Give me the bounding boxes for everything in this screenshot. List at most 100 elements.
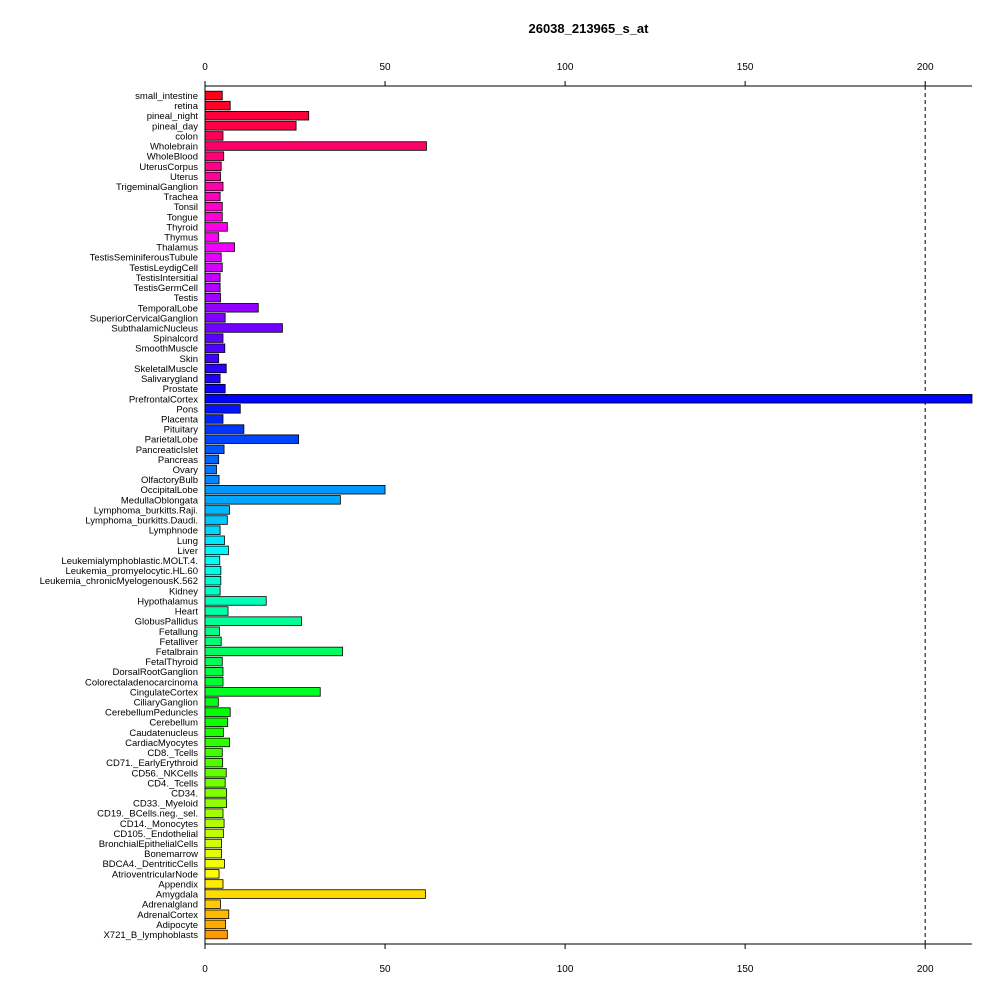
category-label: TemporalLobe bbox=[138, 303, 198, 314]
category-label: OlfactoryBulb bbox=[141, 475, 198, 486]
category-label: Colorectaladenocarcinoma bbox=[85, 677, 199, 688]
bottom-tick-label: 200 bbox=[917, 964, 934, 975]
category-label: Leukemia_promyelocytic.HL.60 bbox=[65, 566, 198, 577]
category-label: Testis bbox=[174, 293, 199, 304]
category-label: Tonsil bbox=[174, 202, 198, 213]
category-label: Leukemialymphoblastic.MOLT.4. bbox=[61, 556, 198, 567]
bar bbox=[204, 899, 221, 909]
bar bbox=[204, 596, 267, 606]
bar bbox=[204, 798, 228, 808]
bar bbox=[204, 434, 300, 444]
category-label: Caudatenucleus bbox=[129, 728, 198, 739]
bar bbox=[204, 838, 222, 849]
bar bbox=[204, 697, 219, 707]
category-label: GlobusPallidus bbox=[135, 617, 199, 628]
category-label: Heart bbox=[175, 607, 199, 618]
category-label: Pancreas bbox=[158, 455, 198, 466]
category-label: Appendix bbox=[158, 879, 198, 890]
bar bbox=[204, 474, 220, 485]
category-label: retina bbox=[174, 101, 198, 112]
category-label: Kidney bbox=[169, 586, 198, 597]
category-label: Pons bbox=[176, 404, 198, 415]
bar bbox=[204, 111, 310, 121]
category-label: CardiacMyocytes bbox=[125, 738, 198, 749]
category-label: Lung bbox=[177, 536, 198, 547]
category-label: Liver bbox=[177, 546, 198, 557]
bar bbox=[204, 363, 227, 374]
bar bbox=[204, 131, 224, 141]
bar bbox=[204, 879, 224, 889]
category-label: Wholebrain bbox=[150, 142, 198, 153]
bar bbox=[204, 383, 226, 394]
category-label: Thalamus bbox=[156, 243, 198, 254]
bar bbox=[204, 616, 302, 626]
category-label: CD8._Tcells bbox=[147, 748, 198, 759]
bar bbox=[204, 687, 321, 697]
category-label: Bonemarrow bbox=[144, 849, 198, 860]
category-label: AtrioventricularNode bbox=[112, 869, 198, 880]
bar bbox=[204, 252, 222, 262]
category-label: Ovary bbox=[173, 465, 199, 476]
category-label: Skin bbox=[180, 354, 198, 365]
category-label: WholeBlood bbox=[147, 152, 198, 163]
bar bbox=[204, 606, 229, 616]
category-label: CD33._Myeloid bbox=[133, 799, 198, 810]
category-label: PrefrontalCortex bbox=[129, 394, 198, 405]
category-label: TestisLeydigCell bbox=[129, 263, 198, 274]
bar bbox=[204, 576, 222, 586]
bar bbox=[204, 626, 220, 636]
bar bbox=[204, 343, 226, 353]
category-label: pineal_night bbox=[147, 111, 199, 122]
category-label: ParietalLobe bbox=[145, 435, 198, 446]
category-label: Pituitary bbox=[164, 425, 199, 436]
bar bbox=[204, 141, 427, 151]
category-label: Tongue bbox=[167, 212, 198, 223]
category-label: FetalThyroid bbox=[145, 657, 198, 668]
bar bbox=[204, 242, 235, 252]
category-label: Trachea bbox=[164, 192, 199, 203]
category-label: Amygdala bbox=[156, 890, 199, 901]
bar bbox=[204, 353, 220, 364]
bar bbox=[204, 282, 221, 293]
bar bbox=[204, 788, 228, 798]
bar bbox=[204, 303, 259, 313]
category-label: SmoothMuscle bbox=[135, 344, 198, 355]
bar bbox=[204, 555, 221, 566]
bottom-tick-label: 100 bbox=[557, 964, 574, 975]
bar bbox=[204, 313, 226, 323]
bar bbox=[204, 869, 220, 879]
category-label: Thyroid bbox=[166, 222, 198, 233]
bar bbox=[204, 272, 221, 283]
bar bbox=[204, 757, 224, 768]
category-label: TestisIntersitial bbox=[136, 273, 198, 284]
bar bbox=[204, 414, 224, 424]
category-label: SkeletalMuscle bbox=[134, 364, 198, 375]
category-label: CD71._EarlyErythroid bbox=[106, 758, 198, 769]
bar bbox=[204, 848, 222, 859]
bar bbox=[204, 808, 224, 818]
category-label: Placenta bbox=[161, 414, 199, 425]
category-label: CD14._Monocytes bbox=[120, 819, 198, 830]
category-label: Leukemia_chronicMyelogenousK.562 bbox=[40, 576, 198, 587]
bottom-tick-label: 0 bbox=[202, 964, 208, 975]
category-label: TestisSeminiferousTubule bbox=[90, 253, 198, 264]
top-tick-label: 100 bbox=[557, 62, 574, 73]
top-tick-label: 50 bbox=[379, 62, 391, 73]
bar bbox=[204, 636, 222, 647]
bar bbox=[204, 121, 297, 131]
category-label: CerebellumPeduncles bbox=[105, 708, 198, 719]
top-tick-label: 200 bbox=[917, 62, 934, 73]
bar bbox=[204, 394, 973, 404]
bar bbox=[204, 747, 223, 758]
bar bbox=[204, 727, 224, 738]
category-label: Uterus bbox=[170, 172, 198, 183]
bar bbox=[204, 505, 230, 515]
bar bbox=[204, 919, 226, 930]
category-label: CiliaryGanglion bbox=[134, 698, 198, 709]
chart-title: 26038_213965_s_at bbox=[528, 21, 649, 36]
bar bbox=[204, 778, 226, 788]
category-label: Cerebellum bbox=[149, 718, 198, 729]
category-label: small_intestine bbox=[135, 91, 198, 102]
bar bbox=[204, 666, 224, 677]
